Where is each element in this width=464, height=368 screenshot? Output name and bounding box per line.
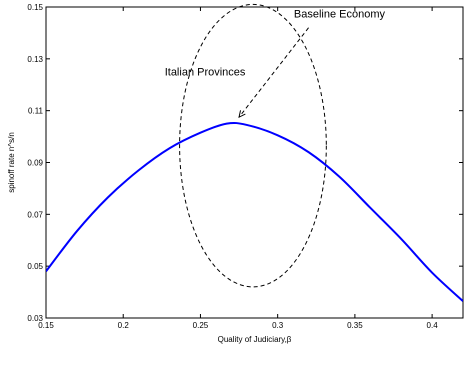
y-tick-label: 0.09	[27, 159, 43, 168]
annotation-label: Baseline Economy	[294, 8, 386, 20]
x-tick-label: 0.15	[38, 321, 54, 330]
y-tick-label: 0.05	[27, 262, 43, 271]
y-tick-label: 0.15	[27, 3, 43, 12]
y-tick-label: 0.13	[27, 55, 43, 64]
x-tick-label: 0.35	[347, 321, 363, 330]
y-axis-label: spinoff rate n^s/n	[7, 132, 16, 193]
x-tick-label: 0.2	[118, 321, 130, 330]
y-tick-label: 0.11	[28, 107, 44, 116]
x-tick-label: 0.25	[193, 321, 209, 330]
chart-annotations: Baseline Economy Italian Provinces	[165, 8, 386, 119]
annotation-arrow-line	[238, 27, 309, 118]
annotation-label: Italian Provinces	[165, 67, 246, 79]
y-tick-label: 0.03	[27, 314, 43, 323]
x-tick-label: 0.3	[272, 321, 284, 330]
plot-area	[45, 6, 464, 319]
annotation-arrow-head	[238, 110, 246, 119]
series-line	[46, 121, 463, 302]
y-tick-label: 0.07	[27, 210, 43, 219]
x-axis-ticks: 0.15 0.2 0.25 0.3 0.35 0.4	[38, 7, 438, 330]
x-axis-label: Quality of Judiciary,β	[218, 335, 292, 344]
x-tick-label: 0.4	[427, 321, 439, 330]
y-axis-ticks: 0.03 0.05 0.07 0.09 0.11 0.13 0.15	[27, 3, 463, 323]
chart-marks	[46, 3, 463, 302]
dashed-ellipse	[179, 3, 327, 288]
